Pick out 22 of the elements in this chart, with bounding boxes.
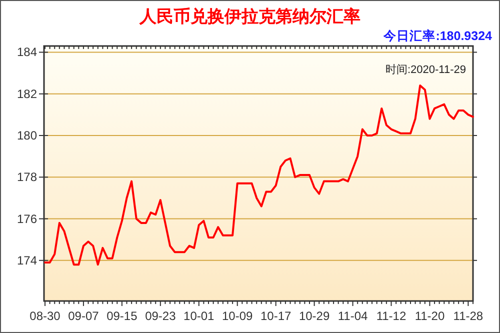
x-tick-label: 09-07 [68,309,100,323]
x-tick-label: 11-20 [414,309,445,323]
y-tick-label: 182 [16,86,38,101]
y-tick-label: 184 [16,45,38,60]
x-tick-label: 10-29 [298,309,330,323]
y-tick-label: 178 [16,170,38,184]
text: 今日汇率:180.9324 [382,28,492,43]
x-tick-label: 11-28 [453,309,484,323]
y-tick-label: 176 [16,212,38,226]
annotation: 时间:2020-11-29 [385,63,466,76]
x-tick-label: 08-30 [30,309,61,323]
x-tick-label: 10-09 [222,309,254,323]
x-tick-label: 09-15 [106,309,138,323]
x-tick-label: 09-23 [145,309,176,323]
chart-title: 人民币兑换伊拉克第纳尔汇率 [138,7,360,26]
x-tick-label: 10-01 [184,309,215,323]
x-tick-label: 10-17 [260,309,292,323]
y-tick-label: 174 [16,253,38,268]
line-series [44,84,474,266]
x-tick-label: 11-04 [338,309,368,323]
x-tick-label: 11-12 [376,309,406,323]
y-tick-label: 180 [16,128,38,143]
